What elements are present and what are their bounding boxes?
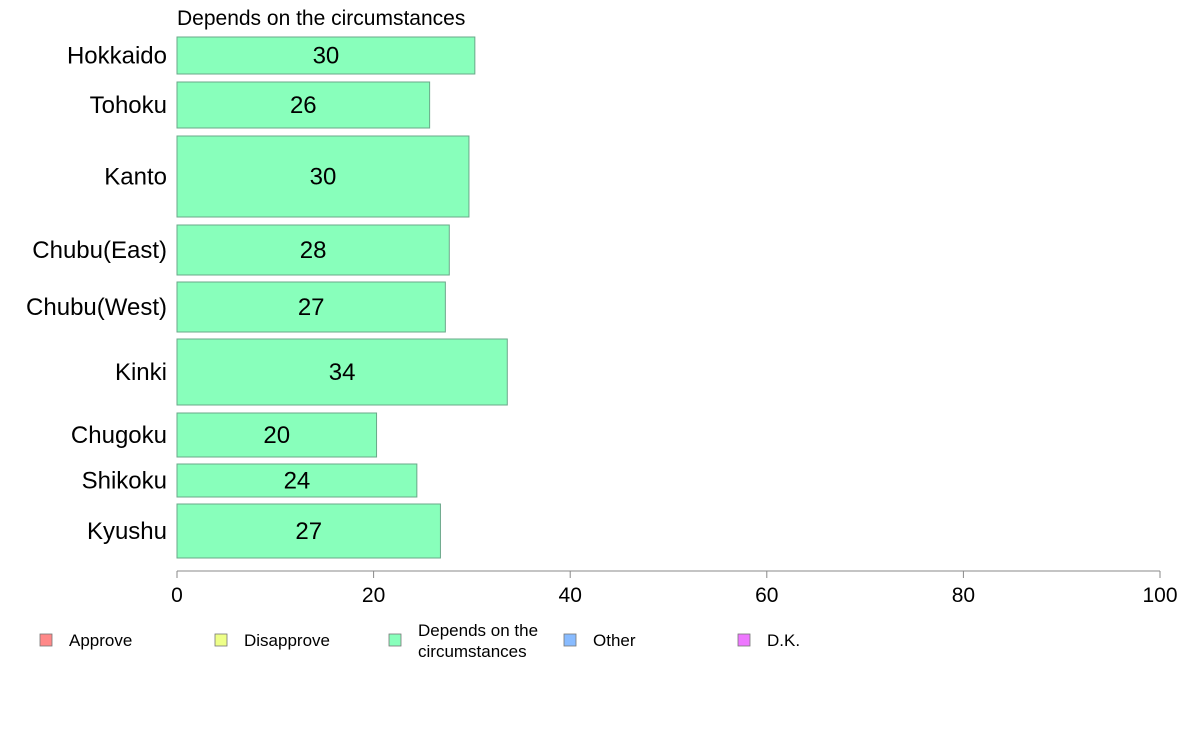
- data-label: 24: [284, 468, 311, 495]
- category-label: Kinki: [115, 359, 167, 386]
- category-label: Kanto: [104, 164, 167, 191]
- category-label: Shikoku: [82, 468, 167, 495]
- legend-label: Disapprove: [244, 631, 330, 650]
- legend-label: D.K.: [767, 631, 800, 650]
- legend-swatch: [563, 633, 577, 647]
- bar: [176, 463, 418, 498]
- bar: [176, 338, 508, 406]
- data-label: 28: [300, 237, 327, 264]
- category-label: Chugoku: [71, 422, 167, 449]
- category-label: Kyushu: [87, 518, 167, 545]
- category-label: Tohoku: [90, 92, 167, 119]
- x-tick-label: 20: [362, 584, 385, 607]
- legend-swatch: [214, 633, 228, 647]
- data-label: 27: [295, 518, 322, 545]
- data-label: 30: [313, 43, 340, 70]
- category-label: Chubu(West): [26, 294, 167, 321]
- legend-label: Other: [593, 631, 636, 650]
- bar: [176, 503, 441, 559]
- legend-label: Depends on the circumstances: [418, 621, 538, 661]
- x-tick-label: 40: [559, 584, 582, 607]
- data-label: 34: [329, 359, 356, 386]
- bar: [176, 224, 450, 276]
- data-label: 20: [263, 422, 290, 449]
- bar: [176, 81, 431, 129]
- legend-swatch: [39, 633, 53, 647]
- data-label: 26: [290, 92, 317, 119]
- x-tick-label: 60: [755, 584, 778, 607]
- legend: Approve Disapprove Depends on the circumsta…: [39, 621, 800, 661]
- bar: [176, 135, 470, 218]
- category-label: Chubu(East): [32, 237, 167, 264]
- legend-swatch: [388, 633, 402, 647]
- x-axis: 0 20 40 60 80 100: [171, 570, 1178, 607]
- bar: [176, 412, 378, 458]
- x-tick-label: 100: [1142, 584, 1177, 607]
- category-label: Hokkaido: [67, 43, 167, 70]
- legend-swatch: [737, 633, 751, 647]
- bar: [176, 36, 476, 75]
- legend-label: Approve: [69, 631, 132, 650]
- data-label: 27: [298, 294, 325, 321]
- x-tick-label: 0: [171, 584, 183, 607]
- bar: [176, 281, 446, 333]
- chart-title: Depends on the circumstances: [177, 7, 465, 30]
- data-label: 30: [310, 164, 337, 191]
- bars-group: 30 Hokkaido 26 Tohoku 30 Kanto 28 Chubu(East) 27…: [26, 36, 508, 559]
- x-tick-label: 80: [952, 584, 975, 607]
